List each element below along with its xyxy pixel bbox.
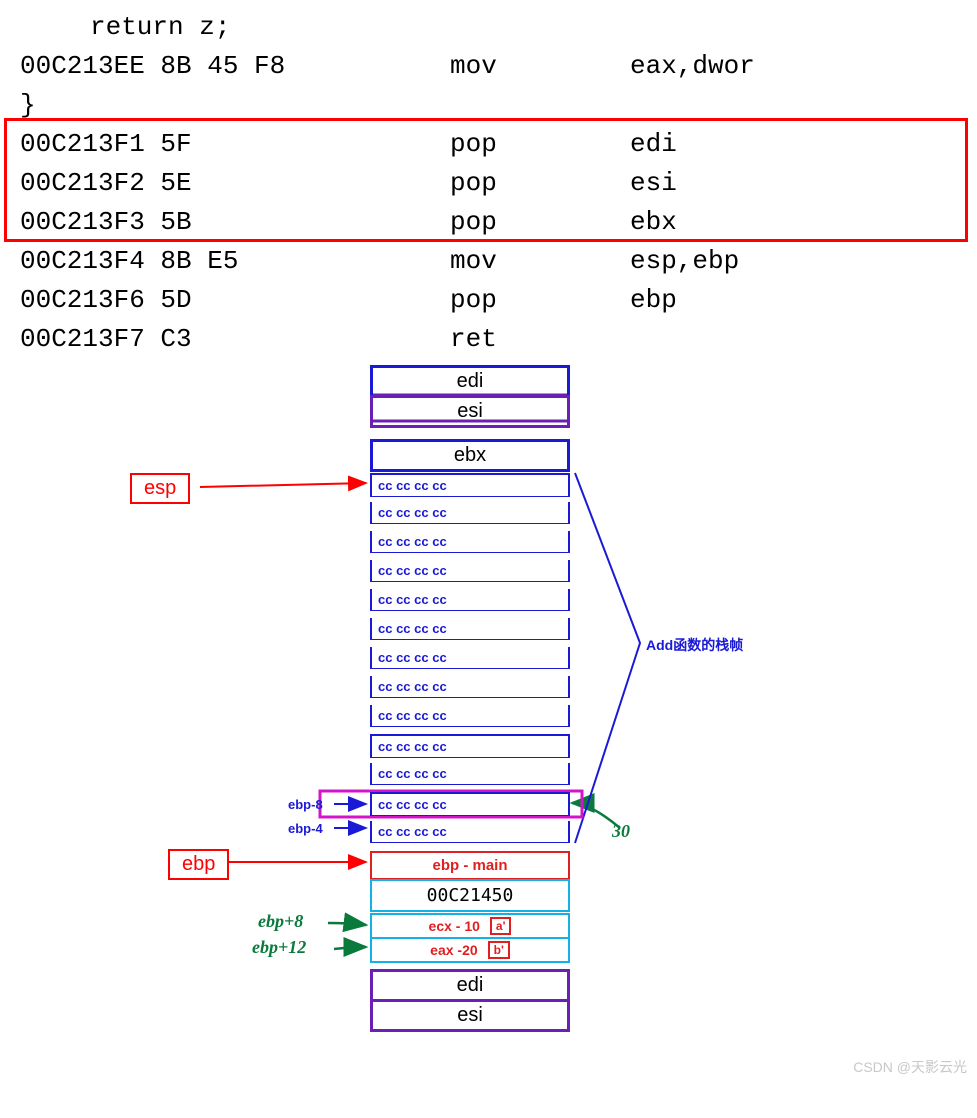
asm-mnemonic: mov <box>450 47 630 86</box>
stack-reg-edi-bottom: edi <box>370 969 570 1002</box>
param-text: ecx - 10 <box>429 918 480 934</box>
stack-reg-esi: esi <box>370 395 570 428</box>
stack-cc-row: cc cc cc cc <box>370 647 570 669</box>
source-text: return z; <box>90 8 230 47</box>
asm-line: } <box>20 86 957 125</box>
param-tag: a' <box>490 917 512 935</box>
ebp-p8-label: ebp+8 <box>258 911 303 932</box>
ebp-p12-label: ebp+12 <box>252 937 306 958</box>
stack-cc-row: cc cc cc cc <box>370 531 570 553</box>
asm-addr: 00C213F7 C3 <box>20 320 450 359</box>
stack-param: eax -20 b' <box>370 937 570 963</box>
thirty-label: 30 <box>612 821 630 842</box>
brace-label: Add函数的栈帧 <box>646 635 743 655</box>
asm-line: 00C213F1 5Fpopedi <box>20 125 957 164</box>
stack-cc-row: cc cc cc cc <box>370 792 570 816</box>
param-text: eax -20 <box>430 942 477 958</box>
asm-mnemonic: mov <box>450 242 630 281</box>
stack-reg-edi: edi <box>370 365 570 398</box>
stack-cc-row: cc cc cc cc <box>370 734 570 758</box>
param-tag: b' <box>488 941 510 959</box>
watermark: CSDN @天影云光 <box>853 1057 967 1077</box>
asm-operand: esi <box>630 164 957 203</box>
asm-line: 00C213F2 5Epopesi <box>20 164 957 203</box>
ebp-label: ebp <box>168 849 229 880</box>
stack-cc-row: cc cc cc cc <box>370 763 570 785</box>
stack-param: ecx - 10 a' <box>370 913 570 939</box>
asm-line: 00C213F6 5Dpopebp <box>20 281 957 320</box>
stack-reg-ebx: ebx <box>370 439 570 472</box>
stack-return-addr: 00C21450 <box>370 879 570 912</box>
ebp-m4-label: ebp-4 <box>288 821 323 836</box>
stack-cc-row: cc cc cc cc <box>370 705 570 727</box>
stack-cc-row: cc cc cc cc <box>370 560 570 582</box>
asm-operand <box>630 320 957 359</box>
asm-mnemonic: pop <box>450 125 630 164</box>
asm-addr: 00C213F4 8B E5 <box>20 242 450 281</box>
source-line: return z; <box>20 8 957 47</box>
asm-addr: 00C213F3 5B <box>20 203 450 242</box>
stack-cc-row: cc cc cc cc <box>370 821 570 843</box>
asm-addr: 00C213EE 8B 45 F8 <box>20 47 450 86</box>
stack-reg-esi-bottom: esi <box>370 999 570 1032</box>
asm-line: 00C213EE 8B 45 F8moveax,dwor <box>20 47 957 86</box>
asm-operand: edi <box>630 125 957 164</box>
stack-cc-row: cc cc cc cc <box>370 589 570 611</box>
asm-operand: ebx <box>630 203 957 242</box>
asm-mnemonic: ret <box>450 320 630 359</box>
ebp-m8-label: ebp-8 <box>288 797 323 812</box>
asm-mnemonic: pop <box>450 281 630 320</box>
asm-addr: 00C213F1 5F <box>20 125 450 164</box>
stack-cc-row: cc cc cc cc <box>370 618 570 640</box>
asm-operand: eax,dwor <box>630 47 957 86</box>
stack-cc-row: cc cc cc cc <box>370 502 570 524</box>
asm-line: 00C213F4 8B E5movesp,ebp <box>20 242 957 281</box>
asm-operand: esp,ebp <box>630 242 957 281</box>
asm-operand: ebp <box>630 281 957 320</box>
asm-addr: 00C213F2 5E <box>20 164 450 203</box>
asm-line: 00C213F3 5Bpopebx <box>20 203 957 242</box>
stack-cc-row: cc cc cc cc <box>370 676 570 698</box>
esp-label: esp <box>130 473 190 504</box>
asm-mnemonic <box>450 86 630 125</box>
asm-addr: 00C213F6 5D <box>20 281 450 320</box>
asm-line: 00C213F7 C3ret <box>20 320 957 359</box>
disassembly-listing: return z; 00C213EE 8B 45 F8moveax,dwor}0… <box>0 0 977 363</box>
stack-diagram: ediesiebx cc cc cc cccc cc cc cccc cc cc… <box>0 363 977 1083</box>
asm-mnemonic: pop <box>450 164 630 203</box>
stack-cc-row: cc cc cc cc <box>370 473 570 497</box>
asm-mnemonic: pop <box>450 203 630 242</box>
stack-ebp-main: ebp - main <box>370 851 570 880</box>
asm-operand <box>630 86 957 125</box>
asm-addr: } <box>20 86 450 125</box>
